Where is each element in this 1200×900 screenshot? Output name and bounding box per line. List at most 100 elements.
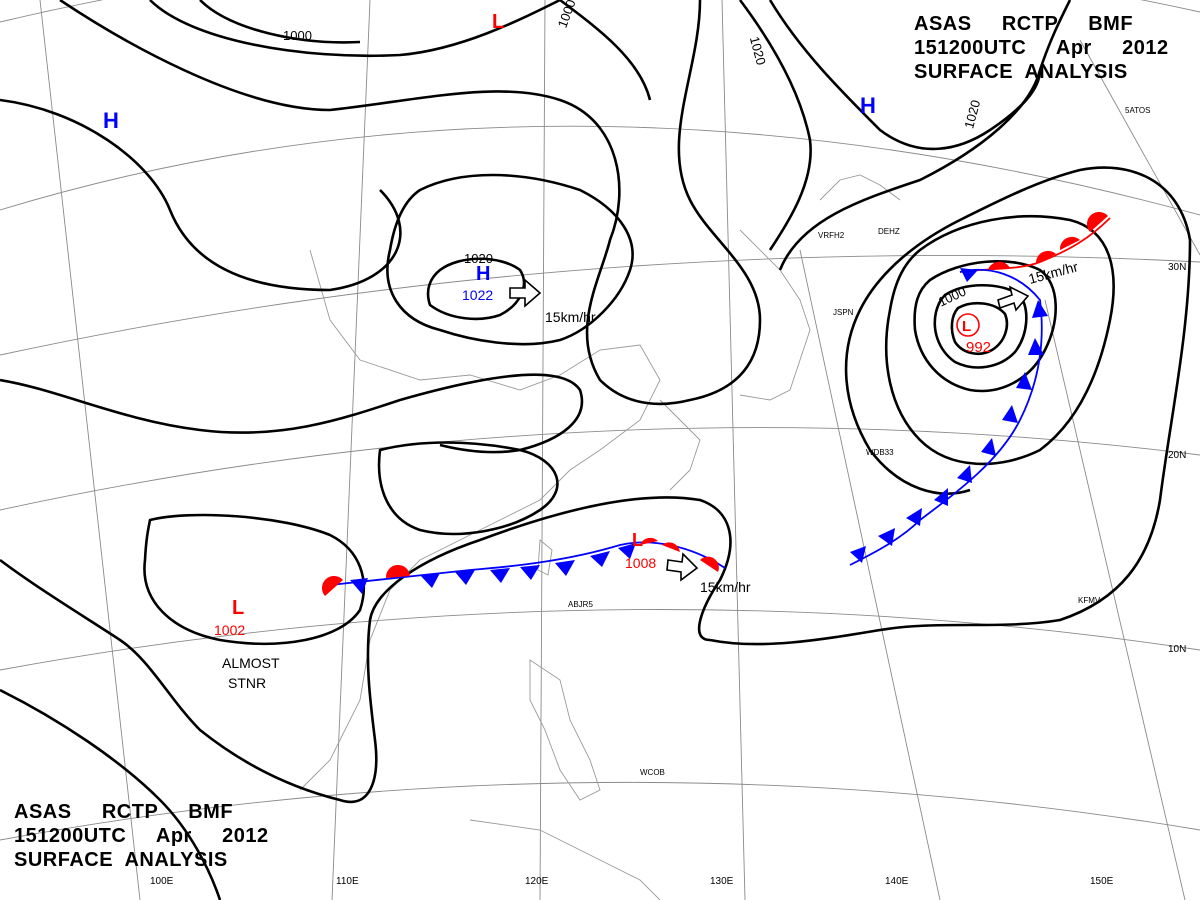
low-center-ring (956, 313, 980, 337)
motion-arrow (509, 278, 542, 308)
axis-labels: 100E 110E 120E 130E 140E 150E 30N 20N 10… (150, 262, 1186, 887)
warm-front-semicircle (662, 542, 680, 552)
longitude-line (1044, 299, 1186, 900)
cold-front-triangle (981, 438, 996, 456)
map-title-bottom: ASAS RCTP BMF 151200UTC Apr 2012 SURFACE… (14, 800, 269, 872)
map-title-top: ASAS RCTP BMF 151200UTC Apr 2012 SURFACE… (914, 12, 1169, 84)
isobar (143, 513, 365, 646)
coastline (299, 249, 661, 791)
latitude-label: 10N (1168, 644, 1186, 655)
isobar (199, 0, 361, 44)
longitude-label: 140E (885, 876, 909, 887)
cold-front-line (849, 268, 1043, 566)
title-line: 151200UTC Apr 2012 (914, 37, 1169, 59)
coastline (739, 229, 811, 401)
coastline (529, 659, 601, 801)
station-id: DEHZ (878, 227, 900, 236)
isobar (738, 0, 812, 251)
latitude-line (0, 427, 1200, 511)
cold-front-triangle (850, 546, 866, 563)
isobar-label: 1020 (961, 98, 983, 130)
low-pressure-symbol: L (632, 530, 643, 550)
coastlines (299, 174, 901, 900)
coastline (537, 539, 553, 576)
station-ids: VRFH2 DEHZ JSPN WDB33 KFMV WCOB 5ATOS AB… (568, 106, 1151, 777)
low-pressure-symbol: L (962, 318, 971, 335)
latitude-label: 20N (1168, 450, 1186, 461)
warm-front-semicircle (321, 575, 343, 596)
isobar (0, 496, 732, 804)
cold-front-triangle (618, 543, 636, 559)
cold-front-triangle (490, 568, 510, 583)
cold-front-triangle (906, 508, 922, 526)
station-id: JSPN (833, 308, 854, 317)
high-pressure-symbol: H (103, 108, 119, 133)
station-id: WDB33 (866, 448, 894, 457)
cold-front-triangle (1002, 405, 1018, 423)
motion-arrows (509, 278, 1030, 582)
longitude-label: 150E (1090, 876, 1114, 887)
station-id: KFMV (1078, 596, 1101, 605)
cold-front-triangle (1028, 338, 1044, 355)
motion-label: 15km/hr (700, 579, 751, 595)
warm-front-semicircle (1086, 211, 1108, 232)
warm-front-semicircle (640, 537, 658, 545)
isobar (0, 688, 222, 900)
motion-label: 15km/hr (1027, 258, 1080, 287)
motion-arrow (997, 285, 1030, 312)
coastline (469, 819, 661, 900)
isobar (149, 0, 561, 58)
title-line: 151200UTC Apr 2012 (14, 825, 269, 847)
cold-front-triangle (1032, 300, 1048, 318)
isobar (933, 283, 1028, 369)
isobar (426, 257, 526, 321)
isobar (59, 0, 762, 406)
warm-front-semicircle (988, 261, 1010, 270)
station-id: 5ATOS (1125, 106, 1151, 115)
low-pressure-symbol: L (232, 597, 244, 619)
cold-front-triangle (420, 573, 440, 588)
latitude-line (0, 609, 1200, 671)
longitude-label: 120E (525, 876, 549, 887)
latitude-line (0, 125, 1200, 216)
isobar-label: 1020 (464, 251, 493, 266)
longitude-line (799, 249, 941, 900)
isobar (778, 0, 1072, 271)
coastline (659, 399, 701, 491)
warm-front-semicircle (700, 556, 719, 572)
cold-front-triangle (590, 551, 610, 567)
front-line (329, 541, 726, 586)
latitude-line (0, 781, 1200, 841)
low-pressure-value: 992 (966, 339, 991, 356)
low-pressure-symbol: L (492, 11, 504, 33)
isobar (386, 173, 634, 346)
longitude-label: 130E (710, 876, 734, 887)
longitude-label: 100E (150, 876, 174, 887)
stationary-annotation: STNR (228, 675, 266, 691)
longitude-label: 110E (336, 876, 359, 887)
isobar (559, 0, 652, 101)
stationary-front (321, 537, 726, 596)
longitude-line (1079, 39, 1200, 256)
station-id: VRFH2 (818, 231, 845, 240)
stationary-annotation: ALMOST (222, 655, 280, 671)
cold-front-triangle (878, 528, 895, 546)
longitude-line (39, 0, 141, 900)
warm-front-semicircle (1059, 236, 1080, 250)
title-line: ASAS RCTP BMF (14, 801, 234, 823)
coastline (819, 174, 901, 201)
station-id: ABJR5 (568, 600, 593, 609)
cold-front-triangle (960, 268, 978, 282)
isobar-label: 1000 (555, 0, 579, 30)
cold-front-triangle (1016, 372, 1032, 390)
cold-front-triangle (350, 578, 368, 594)
isobar (709, 166, 1192, 646)
longitude-line (539, 0, 546, 900)
low-pressure-value: 1002 (214, 622, 245, 638)
title-line: SURFACE ANALYSIS (914, 61, 1128, 83)
high-pressure-symbol: H (860, 93, 876, 118)
isobar (377, 441, 559, 536)
isobar (950, 301, 1009, 356)
